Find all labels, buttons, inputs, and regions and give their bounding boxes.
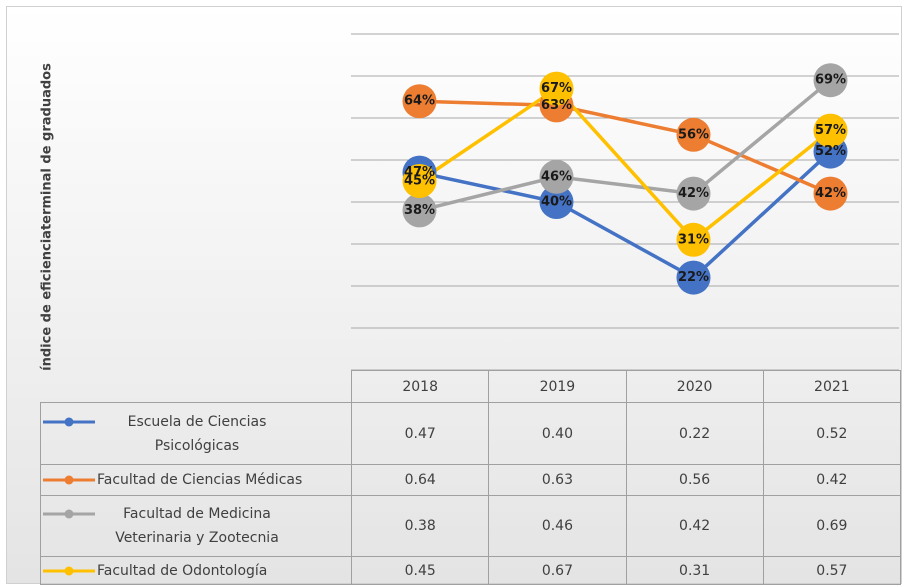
- data-label: 42%: [815, 186, 846, 201]
- x-tick-label: 2021: [762, 370, 902, 403]
- legend-marker: [64, 475, 74, 485]
- data-label: 56%: [678, 127, 709, 142]
- table-value: 0.31: [625, 556, 764, 585]
- marker: [539, 159, 574, 194]
- legend-entry: Facultad de Odontología: [39, 556, 353, 585]
- corner: [40, 370, 353, 403]
- legend-marker: [64, 417, 74, 426]
- chart: índice de eficienciaterminal de graduado…: [6, 6, 902, 585]
- data-label: 69%: [815, 73, 846, 88]
- data-label: 40%: [541, 195, 572, 210]
- data-label: 67%: [541, 81, 572, 96]
- table-row: Escuela de Ciencias Psicológicas 0.47 0.40…: [39, 402, 902, 465]
- legend-key: [43, 417, 95, 426]
- series-line: [419, 78, 832, 213]
- marker: [676, 117, 711, 152]
- y-axis-label: índice de eficienciaterminal de graduado…: [40, 63, 55, 371]
- legend-marker: [64, 566, 74, 575]
- table-value: 0.45: [351, 556, 490, 585]
- marker: [402, 164, 437, 198]
- series-name: Facultad de Odontología: [97, 562, 268, 579]
- table-value: 0.67: [488, 556, 627, 585]
- table-header: 2018 2019 2020 2021: [40, 370, 902, 403]
- data-label: 42%: [678, 186, 709, 201]
- series-name: Facultad de Medicina Veterinaria y Zoote…: [115, 506, 279, 546]
- data-label: 38%: [404, 203, 435, 218]
- legend-key: [43, 566, 95, 575]
- data-label: 57%: [815, 123, 846, 138]
- table-value: 0.40: [488, 402, 627, 465]
- series-line: [419, 150, 832, 280]
- x-tick-label: 2020: [625, 370, 764, 403]
- table-value: 0.57: [762, 556, 902, 585]
- marker: [539, 71, 574, 106]
- table-value: 0.47: [351, 402, 490, 465]
- legend-key: [43, 509, 95, 519]
- data-label: 63%: [541, 98, 572, 113]
- marker: [402, 84, 437, 119]
- table-value: 0.56: [625, 464, 764, 496]
- table-row: Facultad de Medicina Veterinaria y Zoote…: [39, 495, 902, 557]
- marker: [676, 260, 711, 295]
- table-value: 0.42: [762, 464, 902, 496]
- marker: [676, 222, 711, 257]
- data-label: 45%: [404, 174, 435, 189]
- series-name: Facultad de Ciencias Médicas: [97, 472, 303, 488]
- marker: [676, 176, 711, 211]
- table-value: 0.38: [351, 495, 490, 557]
- marker: [813, 176, 848, 211]
- legend-key: [43, 475, 95, 485]
- table-value: 0.64: [351, 464, 490, 496]
- table-row: Facultad de Odontología 0.45 0.67 0.31 0.57: [39, 556, 902, 585]
- marker: [539, 185, 574, 219]
- marker: [813, 113, 848, 148]
- marker: [813, 63, 848, 98]
- table-value: 0.69: [762, 495, 902, 557]
- marker: [402, 193, 437, 228]
- data-table: 2018 2019 2020 2021 Escuela de Ciencias Psic…: [39, 370, 902, 585]
- data-label: 46%: [541, 169, 572, 184]
- data-label: 47%: [404, 165, 435, 180]
- legend-entry: Facultad de Ciencias Médicas: [39, 464, 353, 496]
- data-label: 64%: [404, 94, 435, 109]
- table-value: 0.52: [762, 402, 902, 465]
- data-label: 52%: [815, 144, 846, 159]
- data-label: 22%: [678, 270, 709, 285]
- legend-marker: [64, 509, 74, 519]
- plot: índice de eficienciaterminal de graduado…: [40, 33, 899, 371]
- x-tick-label: 2018: [351, 370, 490, 403]
- table-row: Facultad de Ciencias Médicas 0.64 0.63 0.56…: [39, 464, 902, 496]
- data-label: 31%: [678, 232, 709, 247]
- table-value: 0.46: [488, 495, 627, 557]
- table-value: 0.22: [625, 402, 764, 465]
- table-value: 0.63: [488, 464, 627, 496]
- x-tick-label: 2019: [488, 370, 627, 403]
- table-value: 0.42: [625, 495, 764, 557]
- legend-entry: Escuela de Ciencias Psicológicas: [39, 402, 353, 465]
- series-line: [418, 86, 832, 243]
- series-name: Escuela de Ciencias Psicológicas: [127, 413, 267, 454]
- legend-entry: Facultad de Medicina Veterinaria y Zoote…: [39, 495, 353, 557]
- series-line: [419, 99, 832, 196]
